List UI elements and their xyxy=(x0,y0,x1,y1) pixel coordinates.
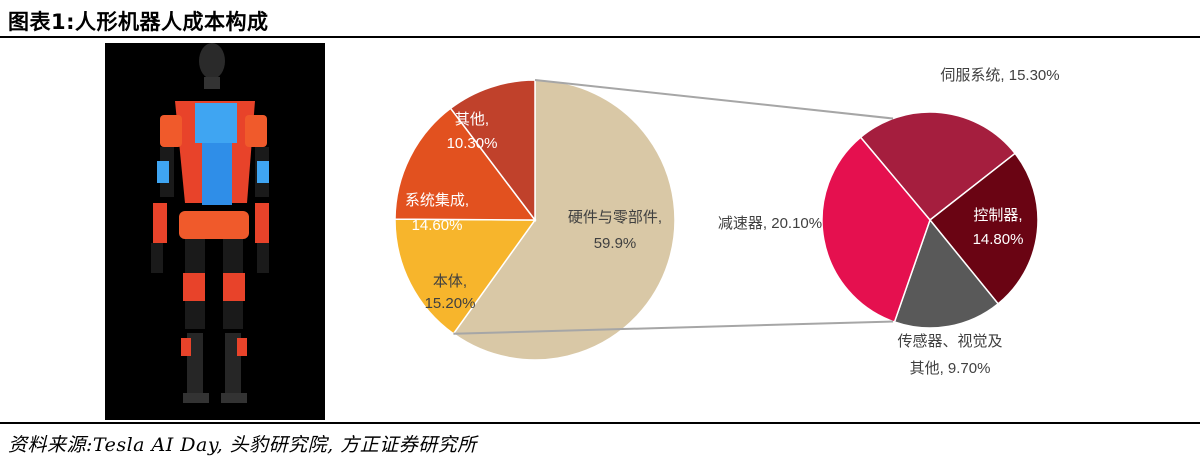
bottom-rule xyxy=(0,422,1200,424)
figure-title: 图表1:人形机器人成本构成 xyxy=(8,10,269,34)
label-hardware-value: 59.9% xyxy=(594,235,637,252)
label-sensor-value: 其他, 9.70% xyxy=(910,360,991,377)
connector-line-top xyxy=(534,79,894,120)
label-system-integration-name: 系统集成, xyxy=(405,192,469,209)
label-body-value: 15.20% xyxy=(425,295,476,312)
breakdown-slice-2 xyxy=(928,152,1039,305)
label-hardware-name: 硬件与零部件, xyxy=(568,209,662,226)
label-sensor-name: 传感器、视觉及 xyxy=(897,333,1002,350)
label-other-name: 其他, xyxy=(455,111,489,128)
pie-main xyxy=(394,79,676,361)
main-slice-2 xyxy=(394,218,537,335)
main-slice-1 xyxy=(452,79,676,361)
breakdown-slice-3 xyxy=(893,218,1000,329)
humanoid-robot-illustration xyxy=(151,43,269,403)
source-note: 资料来源:Tesla AI Day, 头豹研究院, 方正证券研究所 xyxy=(8,434,477,456)
label-system-integration-value: 14.60% xyxy=(412,217,463,234)
breakdown-slice-4 xyxy=(821,136,931,323)
label-controller-name: 控制器, xyxy=(973,207,1022,224)
main-slice-3 xyxy=(394,107,537,221)
label-reducer: 减速器, 20.10% xyxy=(718,215,822,232)
slice-labels: 硬件与零部件, 59.9% 本体, 15.20% 系统集成, 14.60% 其他, 10.30… xyxy=(405,67,1060,377)
label-controller-value: 14.80% xyxy=(973,231,1024,248)
connector-line-bottom xyxy=(453,320,894,335)
pie-hardware-breakdown xyxy=(821,111,1039,329)
top-rule xyxy=(0,36,1200,38)
label-body-name: 本体, xyxy=(433,273,467,290)
main-slice-4 xyxy=(449,79,536,223)
label-servo: 伺服系统, 15.30% xyxy=(940,67,1059,84)
robot-photo xyxy=(105,43,325,420)
breakdown-slice-1 xyxy=(859,111,1017,222)
label-other-value: 10.30% xyxy=(447,135,498,152)
